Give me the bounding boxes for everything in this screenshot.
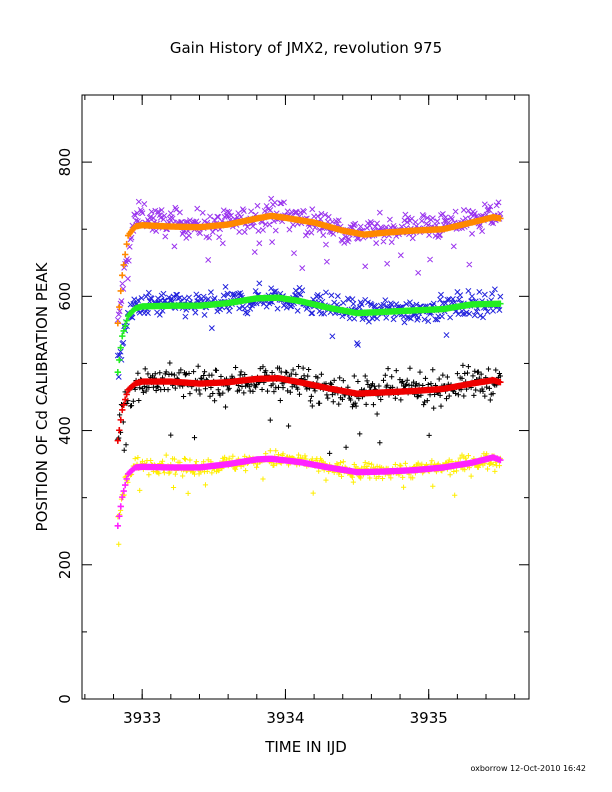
x-tick-label: 3934 [266,709,304,727]
series-3 [114,294,504,376]
y-tick-label: 200 [56,550,74,579]
footer-credit: oxborrow 12-Oct-2010 16:42 [470,764,586,773]
plot-frame [81,94,530,700]
series-7 [114,454,504,530]
y-tick-label: 0 [56,694,74,704]
x-tick-label: 3933 [123,709,161,727]
data-series-layer [114,195,504,547]
x-axis-label: TIME IN IJD [264,738,347,756]
series-1 [114,212,504,327]
series-markers-1 [114,212,504,327]
y-axis-label: POSITION OF Cd CALIBRATION PEAK [33,261,51,531]
series-4 [115,360,503,456]
series-markers-7 [114,454,504,530]
series-2 [114,280,504,380]
x-axis: 3933 3934 3935 [84,95,516,727]
series-5 [114,375,504,444]
series-markers-4 [115,360,503,456]
series-markers-5 [114,375,504,444]
series-markers-2 [114,280,504,380]
y-axis: 0 200 400 600 800 [56,148,529,704]
chart-title: Gain History of JMX2, revolution 975 [170,39,442,57]
x-tick-label: 3935 [410,709,448,727]
y-tick-label: 600 [56,282,74,311]
y-tick-label: 400 [56,416,74,445]
series-markers-3 [114,294,504,376]
y-tick-label: 800 [56,148,74,177]
